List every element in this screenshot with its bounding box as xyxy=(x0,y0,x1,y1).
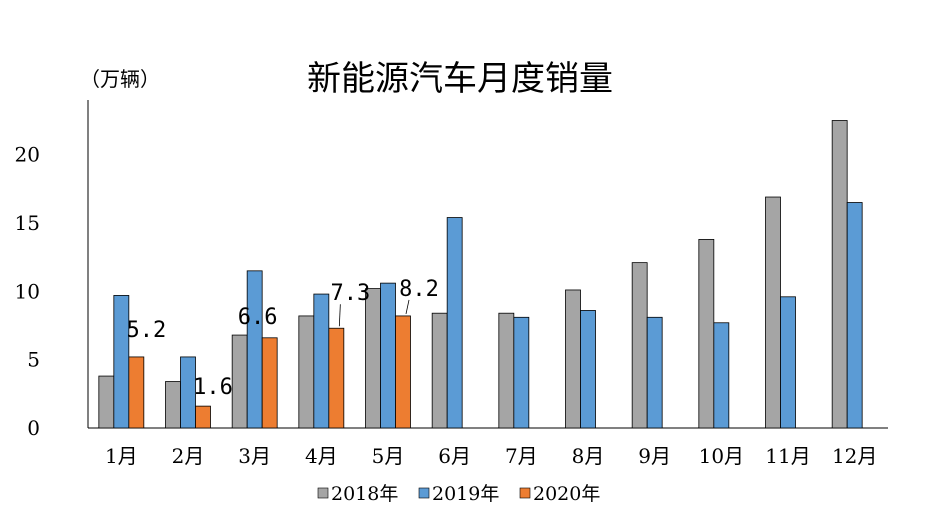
bar-2019年-5月 xyxy=(380,282,396,429)
bar-2018年-5月 xyxy=(365,288,381,429)
bar-2018年-4月 xyxy=(298,315,315,429)
bar-2018年-2月 xyxy=(165,381,181,429)
bar-2020年-1月 xyxy=(128,356,145,429)
x-tick-label: 3月 xyxy=(238,444,271,468)
bar-2018年-9月 xyxy=(631,262,648,429)
bar-2018年-3月 xyxy=(231,334,248,429)
x-tick-label: 12月 xyxy=(832,444,877,468)
legend-label: 2019年 xyxy=(432,483,499,505)
bar-2019年-8月 xyxy=(580,310,596,429)
x-tick-label: 7月 xyxy=(505,444,538,468)
bar-2018年-7月 xyxy=(498,312,515,429)
bar-2018年-12月 xyxy=(831,120,848,429)
bar-2020年-5月 xyxy=(395,315,411,429)
bar-2019年-4月 xyxy=(313,293,330,429)
x-tick-label: 9月 xyxy=(638,444,671,468)
bar-2019年-9月 xyxy=(646,316,663,429)
legend-swatch xyxy=(317,487,329,499)
bar-2020年-2月 xyxy=(195,405,211,429)
bar-2020年-3月 xyxy=(261,337,278,429)
data-label: 1.6 xyxy=(193,375,233,400)
bar-2019年-12月 xyxy=(846,202,863,429)
bar-2018年-8月 xyxy=(565,289,581,429)
x-tick-label: 2月 xyxy=(172,444,205,468)
x-tick-label: 1月 xyxy=(105,444,138,468)
data-label: 5.2 xyxy=(126,318,166,343)
bar-series-group xyxy=(98,120,863,429)
x-tick-label: 4月 xyxy=(305,444,338,468)
y-axis: 0 5 10 15 20 xyxy=(15,100,89,440)
bar-2019年-7月 xyxy=(513,316,530,429)
bar-2018年-10月 xyxy=(698,238,715,429)
bar-2019年-2月 xyxy=(180,356,196,429)
bar-2019年-1月 xyxy=(113,295,130,429)
bar-2018年-1月 xyxy=(98,375,115,429)
y-tick-label: 0 xyxy=(27,416,40,440)
data-label: 7.3 xyxy=(330,281,370,306)
bar-2019年-11月 xyxy=(780,296,796,429)
legend-swatch xyxy=(418,487,430,499)
bar-2019年-3月 xyxy=(246,270,263,429)
data-label: 8.2 xyxy=(399,277,439,302)
x-tick-label: 5月 xyxy=(372,444,405,468)
x-tick-label: 10月 xyxy=(699,444,744,468)
x-tick-label: 8月 xyxy=(572,444,605,468)
bar-2018年-6月 xyxy=(431,312,448,429)
bar-2019年-6月 xyxy=(446,217,463,429)
legend-label: 2020年 xyxy=(533,483,600,505)
x-tick-label: 11月 xyxy=(765,444,810,468)
y-tick-label: 5 xyxy=(27,348,40,372)
data-label-leader-line xyxy=(338,304,341,327)
y-tick-label: 10 xyxy=(15,279,40,303)
y-axis-unit-label: （万辆） xyxy=(80,67,160,91)
y-tick-label: 15 xyxy=(15,211,40,235)
data-label-leader-line xyxy=(405,299,410,315)
y-tick-label: 20 xyxy=(15,143,40,167)
bar-2020年-4月 xyxy=(328,327,345,429)
legend-label: 2018年 xyxy=(331,483,398,505)
bar-2019年-10月 xyxy=(713,322,730,429)
chart-title: 新能源汽车月度销量 xyxy=(307,59,613,99)
legend-swatch xyxy=(519,487,531,499)
data-label: 6.6 xyxy=(238,305,278,330)
x-tick-label: 6月 xyxy=(438,444,471,468)
x-axis: 1月 2月 3月 4月 5月 6月 7月 8月 9月 10月 11月 12月 xyxy=(88,427,888,468)
legend: 2018年 2019年 2020年 xyxy=(317,483,600,505)
data-labels: 5.2 1.6 6.6 7.3 8.2 xyxy=(126,277,438,400)
bar-2018年-11月 xyxy=(765,196,781,429)
